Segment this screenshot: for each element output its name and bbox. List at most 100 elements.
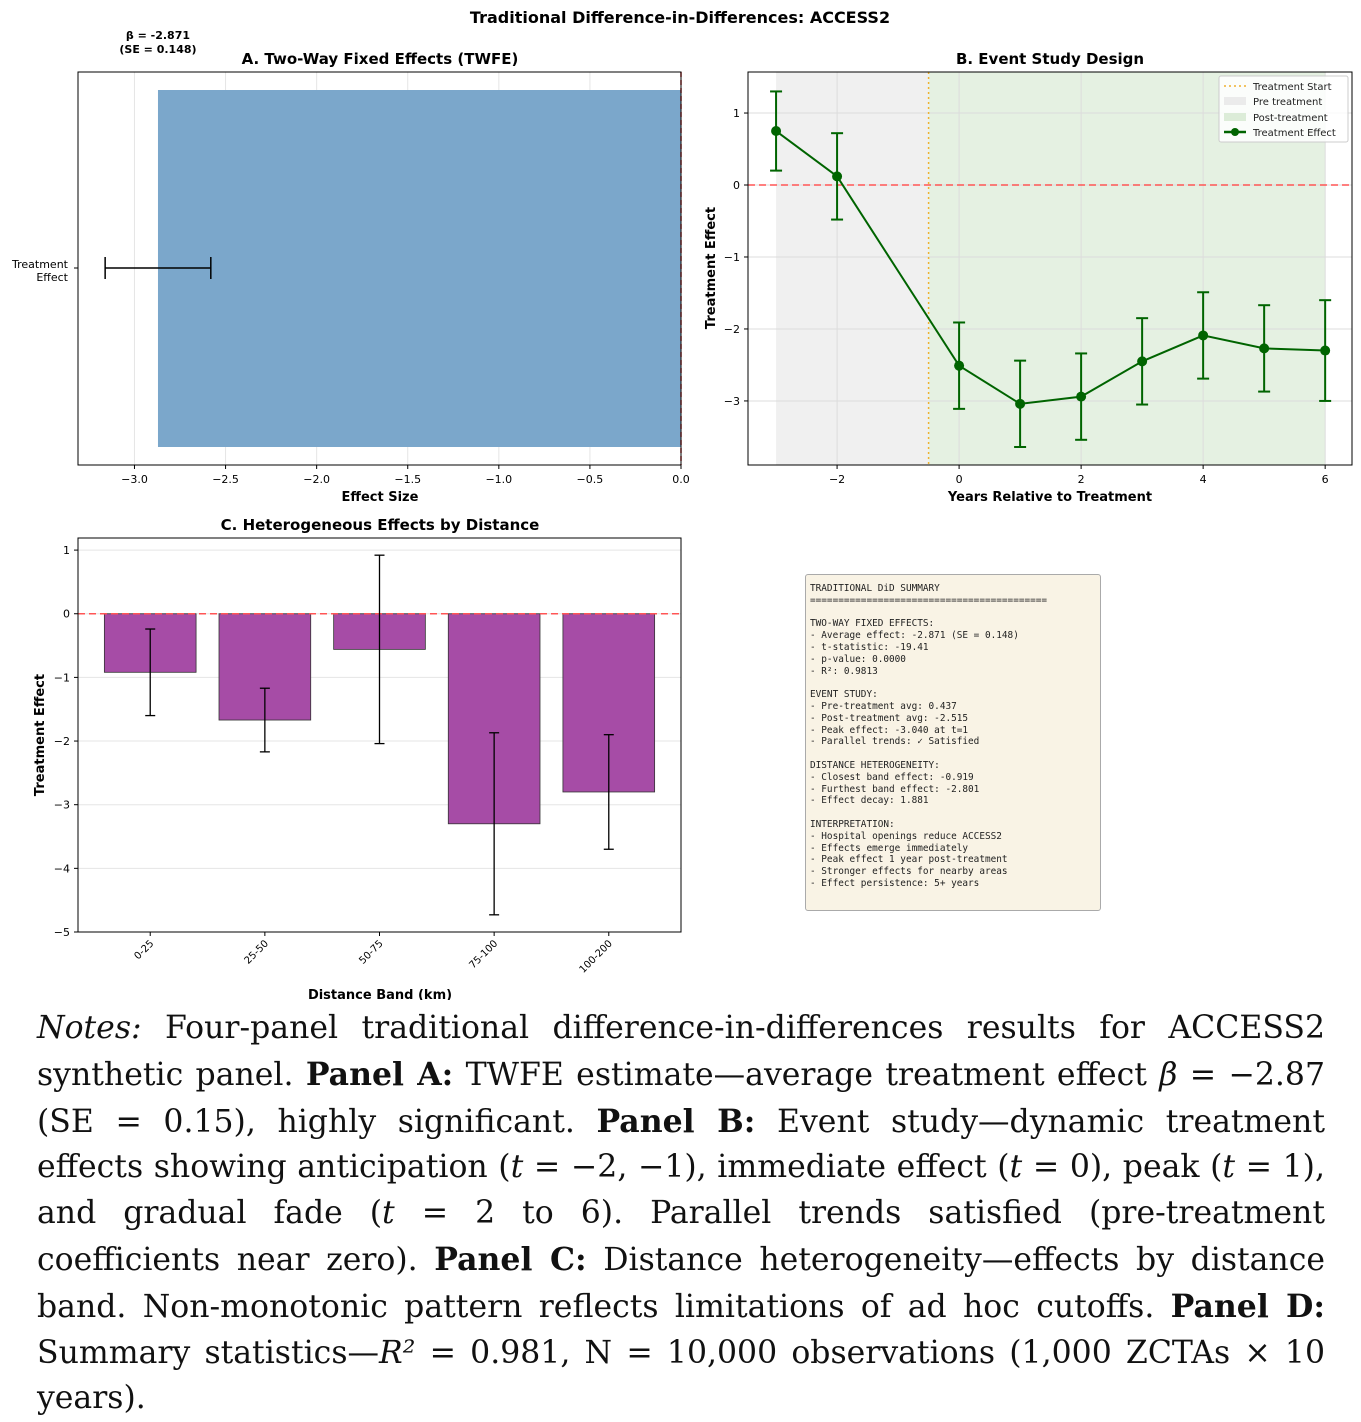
x-tick-label: 25-50: [243, 938, 271, 966]
summary-line: - Stronger effects for nearby areas: [810, 866, 1008, 878]
axes-frame: [747, 71, 1353, 466]
notes-segment: = 2 to 6). Parallel trends satisfied (pr…: [37, 1195, 1325, 1278]
summary-line: - Effect decay: 1.881: [810, 795, 929, 807]
notes-segment: Event study—dynamic treatment effects sh…: [37, 1103, 1325, 1186]
y-tick-label: −3: [724, 395, 740, 408]
summary-line: [810, 677, 1094, 689]
x-tick-label: 0-25: [133, 938, 157, 962]
legend-swatch: [1231, 128, 1239, 136]
summary-line: [810, 607, 1094, 619]
x-tick-label: −1.0: [485, 473, 512, 486]
notes-segment: Distance heterogeneity—effects by distan…: [37, 1241, 1326, 1325]
axes-frame: [77, 537, 682, 933]
y-tick-label: 1: [63, 544, 70, 557]
notes-segment: β: [1159, 1056, 1178, 1093]
x-tick-label: −2: [829, 473, 845, 486]
y-tick-label: −2: [54, 735, 70, 748]
notes-segment: Notes:: [37, 1010, 142, 1046]
suptitle: Traditional Difference-in-Differences: A…: [470, 8, 890, 27]
summary-line: - Hospital openings reduce ACCESS2: [810, 830, 1002, 842]
x-tick-label: 6: [1322, 473, 1329, 486]
legend-entry: Treatment Start: [1252, 82, 1332, 93]
x-tick-label: 0: [956, 473, 963, 486]
data-point: [771, 126, 782, 137]
legend-box: [1218, 75, 1349, 143]
x-tick-label: −2.0: [303, 473, 330, 486]
notes-segment: = −2, −1), immediate effect (: [523, 1149, 1010, 1186]
legend-swatch: [1224, 97, 1246, 105]
summary-line: INTERPRETATION:: [810, 818, 895, 830]
legend-swatch: [1224, 113, 1246, 121]
y-tick-label: −1: [724, 251, 740, 264]
summary-line: [810, 807, 1094, 819]
y-tick-label: Effect: [36, 271, 68, 284]
notes-segment: t: [382, 1195, 395, 1232]
data-point: [1320, 345, 1331, 356]
y-tick-label: 0: [63, 608, 70, 621]
x-tick-label: 100-200: [578, 938, 615, 975]
notes-segment: Panel C:: [434, 1240, 587, 1278]
notes-segment: R²: [379, 1334, 416, 1371]
notes-segment: t: [510, 1149, 524, 1186]
summary-line: - Peak effect 1 year post-treatment: [810, 854, 1008, 866]
summary-line: - Peak effect: -3.040 at t=1: [810, 724, 969, 736]
y-tick-label: −2: [724, 323, 740, 336]
notes-segment: = −2.87 (SE = 0.15), highly significant.: [37, 1056, 1325, 1140]
summary-line: DISTANCE HETEROGENEITY:: [810, 759, 940, 771]
x-axis-label: Distance Band (km): [308, 988, 452, 1000]
summary-line: - p-value: 0.0000: [810, 653, 906, 665]
x-tick-label: 2: [1078, 473, 1085, 486]
summary-line: - Average effect: -2.871 (SE = 0.148): [810, 630, 1019, 642]
legend-entry: Post-treatment: [1253, 113, 1328, 124]
y-tick-label: −4: [54, 862, 70, 875]
annotation: β = -2.871: [126, 29, 190, 42]
notes-segment: Panel D:: [1170, 1287, 1326, 1325]
summary-line: - Effects emerge immediately: [810, 842, 969, 854]
legend-entry: Pre treatment: [1253, 97, 1322, 108]
data-point: [1137, 356, 1148, 367]
figure-notes: Notes: Four-panel traditional difference…: [37, 1006, 1325, 1422]
notes-segment: TWFE estimate—average treatment effect: [453, 1056, 1160, 1093]
data-point: [1076, 391, 1087, 402]
x-tick-label: 4: [1200, 473, 1207, 486]
panel-title: B. Event Study Design: [956, 50, 1144, 68]
y-tick-label: −5: [54, 926, 70, 939]
summary-line: EVENT STUDY:: [810, 689, 878, 701]
summary-line: - R²: 0.9813: [810, 665, 878, 677]
notes-segment: = 1), and gradual fade (: [37, 1149, 1325, 1232]
summary-line: - Effect persistence: 5+ years: [810, 877, 980, 889]
y-tick-label: 1: [733, 107, 740, 120]
x-axis-label: Years Relative to Treatment: [947, 490, 1152, 505]
summary-box: TRADITIONAL DiD SUMMARY =================…: [805, 574, 1101, 911]
notes-segment: t: [1009, 1149, 1023, 1186]
data-point: [954, 360, 965, 371]
notes-segment: Panel B:: [596, 1102, 756, 1140]
summary-line: - Closest band effect: -0.919: [810, 771, 974, 783]
notes-segment: t: [1222, 1149, 1236, 1186]
annotation: (SE = 0.148): [119, 43, 196, 56]
y-tick-label: 0: [733, 179, 740, 192]
notes-segment: = 0), peak (: [1022, 1149, 1223, 1186]
summary-line: TWO-WAY FIXED EFFECTS:: [810, 618, 935, 630]
summary-line: - Pre-treatment avg: 0.437: [810, 700, 957, 712]
data-point: [1015, 398, 1026, 409]
panel-title: A. Two-Way Fixed Effects (TWFE): [242, 50, 519, 68]
notes-segment: = 0.981, N = 10,000 observations (1,000 …: [37, 1334, 1326, 1417]
legend: Treatment Start Pre treatment Post-treatme…: [1218, 75, 1349, 143]
y-axis-label: Treatment Effect: [704, 207, 719, 329]
data-point: [1198, 330, 1209, 341]
x-tick-label: 50-75: [357, 938, 385, 966]
summary-line: - Furthest band effect: -2.801: [810, 783, 980, 795]
axes-frame: [77, 71, 682, 466]
summary-line: [810, 748, 1094, 760]
panel-title: C. Heterogeneous Effects by Distance: [221, 516, 540, 534]
x-tick-label: −3.0: [121, 473, 148, 486]
legend-entry: Treatment Effect: [1252, 128, 1336, 139]
y-tick-label: −3: [54, 799, 70, 812]
x-tick-label: −2.5: [212, 473, 239, 486]
x-tick-label: 75-100: [467, 938, 500, 971]
notes-segment: Panel A:: [305, 1055, 454, 1093]
pre-treatment-region: [776, 72, 929, 465]
summary-line: - t-statistic: -19.41: [810, 641, 929, 653]
summary-line: - Parallel trends: ✓ Satisfied: [810, 736, 980, 748]
